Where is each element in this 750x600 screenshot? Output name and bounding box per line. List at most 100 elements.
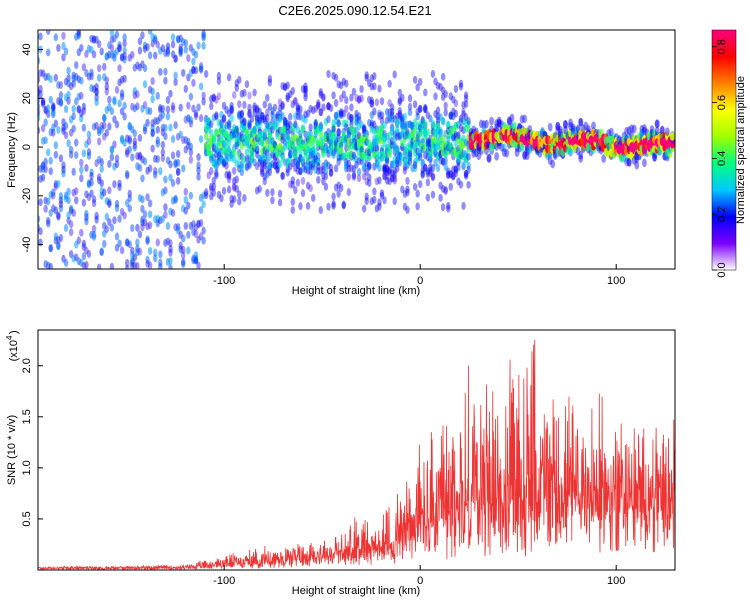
spectrogram-cell	[522, 150, 528, 159]
spectrogram-cell	[214, 159, 219, 168]
spectrogram-cell	[601, 154, 607, 163]
spectrogram-cell	[201, 91, 206, 100]
spectrogram-cell	[137, 163, 143, 172]
spectrogram-cell	[117, 78, 122, 87]
spectrogram-cell	[405, 159, 410, 168]
spectrogram-cell	[407, 151, 413, 160]
spectrogram-cell	[170, 151, 176, 160]
spectrogram-cell	[81, 261, 87, 269]
spectrogram-cell	[163, 203, 168, 212]
spectrogram-cell	[341, 201, 346, 210]
spectrogram-cell	[537, 149, 543, 158]
spectrogram-cell	[247, 91, 252, 100]
spectrogram-cell	[163, 49, 168, 58]
spectrogram-cell	[173, 71, 178, 80]
spectrogram-cell	[448, 142, 453, 151]
spectrogram-cell	[79, 109, 84, 118]
spectrogram-cell	[193, 50, 199, 59]
spectrogram-cell	[91, 35, 97, 44]
spectrogram-cell	[402, 112, 408, 121]
spectrogram-cell	[298, 202, 303, 210]
spectrogram-cell	[71, 124, 76, 133]
spectrogram-cell	[361, 204, 367, 213]
spectrogram-cell	[102, 113, 107, 122]
spectrogram-cell	[68, 82, 74, 91]
spectrogram-cell	[89, 34, 94, 43]
spectrogram-cell	[418, 77, 423, 86]
spectrogram-cell	[135, 248, 140, 257]
spectrogram-cell	[323, 118, 329, 126]
spectrogram-cell	[418, 180, 423, 189]
spectrogram-cell	[318, 88, 324, 97]
spectrogram-cell	[231, 182, 237, 191]
spectrogram-cell	[231, 166, 237, 175]
spectrogram-cell	[119, 107, 125, 116]
spectrogram-cell	[107, 160, 112, 168]
spectrogram-cell	[201, 191, 206, 200]
spectrogram-cell	[147, 51, 153, 60]
spectrogram-cell	[137, 133, 143, 142]
spectrogram-cell	[84, 163, 89, 172]
spectrogram-cell	[367, 118, 372, 127]
spectrogram-x-tick-label: 0	[417, 275, 423, 287]
spectrogram-cell	[91, 122, 97, 131]
spectrogram-cell	[440, 72, 446, 81]
spectrogram-cell	[127, 134, 132, 143]
spectrogram-cell	[51, 188, 56, 197]
spectrogram-cell	[354, 117, 359, 126]
spectrogram-cell	[198, 232, 204, 241]
spectrogram-cell	[165, 105, 171, 114]
spectrogram-cell	[496, 118, 502, 128]
spectrogram-cell	[336, 189, 341, 198]
colorbar: 0.0 0.2 0.4 0.6 0.8 Normalized spectral ampl…	[711, 29, 747, 278]
spectrogram-cell	[237, 197, 242, 206]
spectrogram-cell	[336, 127, 341, 136]
spectrogram-cell	[79, 228, 84, 237]
spectrogram-cell	[81, 252, 87, 261]
spectrogram-cell	[66, 211, 71, 220]
spectrogram-cell	[303, 93, 308, 102]
spectrogram-cell	[117, 179, 122, 188]
spectrogram-cell	[51, 204, 56, 213]
spectrogram-cell	[178, 130, 183, 139]
spectrogram-cell	[463, 91, 469, 100]
spectrogram-cell	[216, 92, 222, 101]
spectrogram-cell	[231, 148, 237, 157]
spectrogram-cell	[430, 190, 436, 199]
spectrogram-cell	[130, 50, 135, 59]
spectrogram-cell	[214, 112, 219, 121]
spectrogram-cell	[308, 184, 313, 193]
spectrogram-cell	[68, 228, 74, 237]
spectrogram-cell	[76, 236, 81, 245]
spectrogram-cell	[423, 103, 428, 112]
spectrogram-cell	[384, 165, 390, 173]
spectrogram-cell	[137, 247, 143, 256]
spectrogram-cell	[267, 153, 273, 162]
spectrogram-cell	[275, 166, 280, 174]
spectrogram-cell	[178, 103, 183, 112]
spectrogram-cell	[142, 123, 148, 132]
spectrogram-cell	[346, 173, 352, 182]
spectrogram-cell	[318, 166, 324, 175]
spectrogram-cell	[333, 133, 339, 142]
spectrogram-cell	[81, 102, 87, 111]
spectrogram-cell	[142, 157, 148, 166]
spectrogram-cell	[466, 161, 471, 170]
spectrogram-cell	[461, 110, 466, 119]
spectrogram-panel: -100 0 100 -40 -20 0 20 40 Height of straight …	[6, 29, 676, 297]
spectrogram-cell	[275, 125, 280, 134]
spectrogram-cell	[89, 68, 94, 77]
spectrogram-cell	[369, 99, 374, 108]
spectrogram-cell	[112, 97, 117, 106]
spectrogram-cell	[237, 190, 242, 199]
spectrogram-cell	[186, 137, 191, 146]
spectrogram-cell	[147, 107, 153, 116]
snr-y-tick-label: 2.0	[21, 358, 33, 373]
spectrogram-cell	[313, 165, 318, 174]
spectrogram-cell	[198, 114, 204, 123]
spectrogram-cell	[260, 166, 265, 175]
spectrogram-cell	[453, 109, 459, 118]
spectrogram-cell	[196, 153, 201, 162]
spectrogram-cell	[114, 154, 120, 163]
spectrogram-cell	[79, 166, 84, 175]
